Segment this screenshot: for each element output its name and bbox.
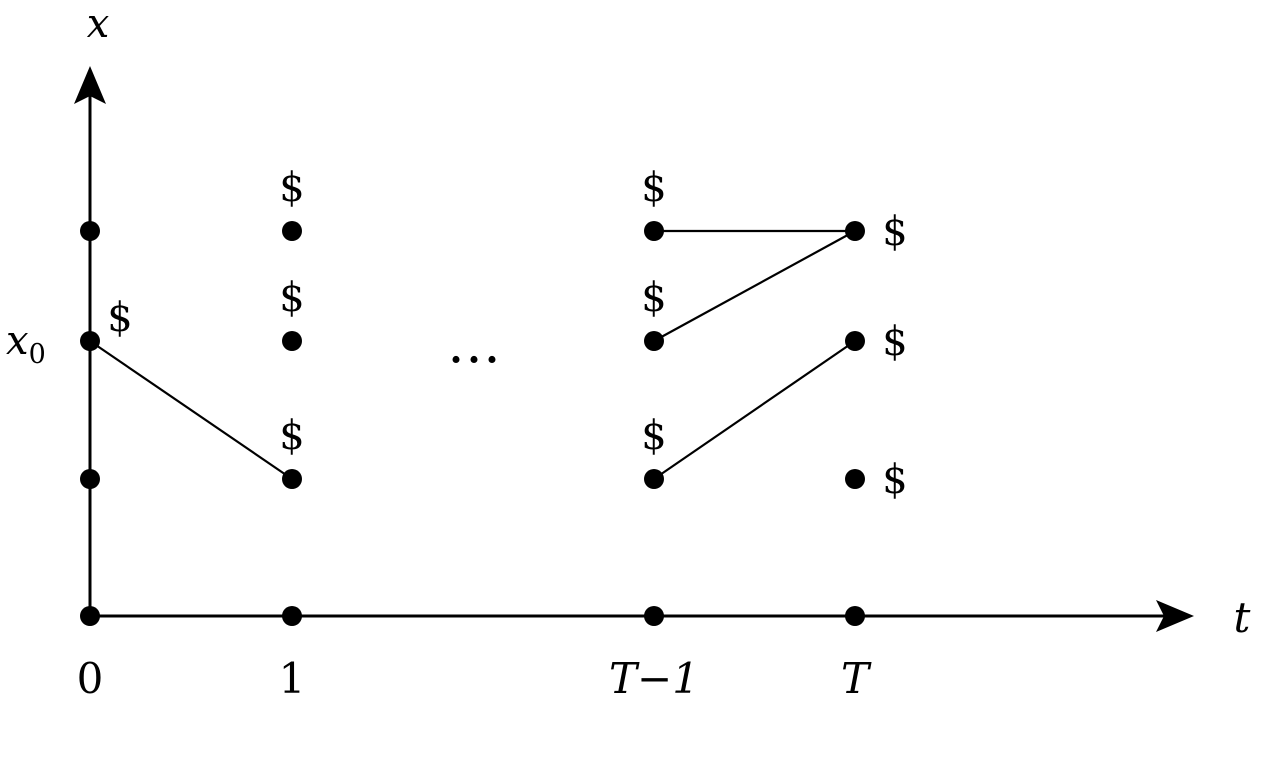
reward-label-tm1-high: $ bbox=[641, 165, 666, 211]
edge-t0-mid-to-t1-low bbox=[89, 340, 293, 480]
time-label-T-minus-1: T−1 bbox=[609, 654, 699, 703]
initial-state-label: x0 bbox=[6, 318, 46, 370]
time-label-T: T bbox=[841, 654, 872, 703]
node-t1-high bbox=[282, 221, 302, 241]
time-label-0: 0 bbox=[77, 654, 104, 703]
reward-label-tm1-mid: $ bbox=[641, 275, 666, 321]
node-tm1-mid bbox=[644, 331, 664, 351]
x-axis-arrowhead bbox=[1156, 600, 1194, 632]
node-t0-low bbox=[80, 469, 100, 489]
reward-label-t0-mid: $ bbox=[107, 295, 132, 341]
node-tm1-low bbox=[644, 469, 664, 489]
initial-state-symbol: x bbox=[6, 318, 29, 364]
reward-label-T-low: $ bbox=[882, 457, 907, 503]
node-tm1-high bbox=[644, 221, 664, 241]
reward-label-t1-high: $ bbox=[279, 165, 304, 211]
node-t1-axis bbox=[282, 606, 302, 626]
transition-edges bbox=[89, 229, 856, 480]
node-tm1-axis bbox=[644, 606, 664, 626]
ellipsis: … bbox=[447, 312, 501, 375]
node-T-high bbox=[845, 221, 865, 241]
y-axis-arrowhead bbox=[74, 66, 106, 104]
reward-label-T-high: $ bbox=[882, 209, 907, 255]
node-t0-high bbox=[80, 221, 100, 241]
node-t1-mid bbox=[282, 331, 302, 351]
edge-tm1-mid-to-T-high bbox=[653, 230, 856, 342]
node-T-low bbox=[845, 469, 865, 489]
y-axis-label: x bbox=[87, 1, 110, 47]
reward-label-t1-mid: $ bbox=[279, 275, 304, 321]
reward-label-tm1-low: $ bbox=[641, 413, 666, 459]
node-T-axis bbox=[845, 606, 865, 626]
state-nodes bbox=[80, 221, 865, 626]
time-label-1: 1 bbox=[279, 654, 306, 703]
node-t0-axis bbox=[80, 606, 100, 626]
initial-state-subscript: 0 bbox=[29, 339, 46, 370]
reward-labels: $ $ $ $ $ $ $ $ $ $ bbox=[107, 165, 907, 503]
x-axis-label: t bbox=[1234, 593, 1251, 642]
reward-label-T-mid: $ bbox=[882, 319, 907, 365]
node-t1-low bbox=[282, 469, 302, 489]
node-t0-mid bbox=[80, 331, 100, 351]
edge-tm1-low-to-T-mid bbox=[653, 340, 856, 480]
reward-label-t1-low: $ bbox=[279, 413, 304, 459]
node-T-mid bbox=[845, 331, 865, 351]
